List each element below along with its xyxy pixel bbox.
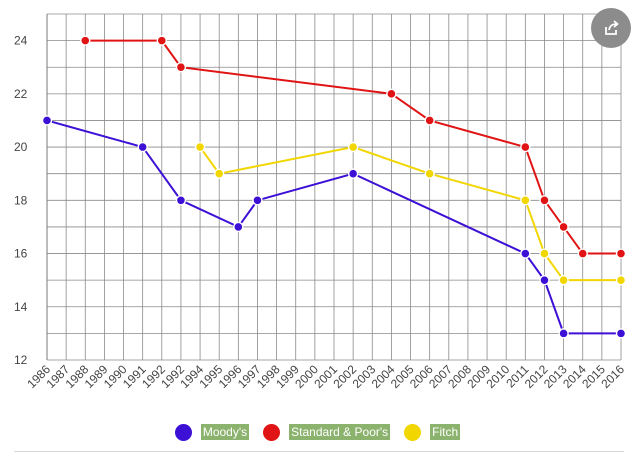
data-point-moodys bbox=[615, 328, 627, 339]
y-tick-label: 24 bbox=[14, 34, 28, 48]
legend-label-moodys: Moody's bbox=[200, 424, 250, 440]
data-point-sp bbox=[520, 141, 531, 153]
y-axis-ticks: 12 14 16 18 20 22 24 bbox=[14, 34, 28, 367]
data-point-sp bbox=[386, 88, 397, 100]
data-point-moodys bbox=[558, 328, 569, 339]
share-icon bbox=[605, 20, 619, 35]
series-line-sp bbox=[85, 39, 621, 255]
data-point-fitch bbox=[213, 168, 225, 179]
legend-item-moodys[interactable]: Moody's bbox=[174, 423, 250, 441]
y-tick-label: 22 bbox=[14, 87, 28, 101]
data-point-sp bbox=[424, 115, 435, 126]
bottom-divider bbox=[14, 451, 624, 452]
data-point-sp bbox=[577, 248, 588, 259]
data-point-sp bbox=[175, 62, 187, 73]
legend-swatch-sp bbox=[263, 423, 281, 441]
data-point-sp bbox=[615, 248, 627, 259]
data-point-moodys bbox=[175, 195, 187, 206]
data-point-fitch bbox=[558, 274, 569, 286]
data-point-sp bbox=[539, 195, 550, 206]
data-point-moodys bbox=[252, 195, 263, 206]
data-point-moodys bbox=[233, 221, 244, 233]
chart-grid bbox=[46, 13, 622, 361]
data-point-moodys bbox=[137, 141, 148, 153]
data-point-fitch bbox=[424, 168, 435, 179]
y-tick-label: 20 bbox=[14, 140, 28, 154]
series-line-moodys bbox=[46, 119, 621, 335]
data-point-fitch bbox=[520, 195, 531, 206]
y-tick-label: 12 bbox=[14, 353, 28, 367]
y-tick-label: 16 bbox=[14, 247, 28, 261]
data-point-fitch bbox=[347, 141, 359, 153]
data-point-moodys bbox=[41, 115, 53, 126]
y-tick-label: 14 bbox=[14, 300, 28, 314]
x-axis-ticks: 1986198719881989199019911992199219941995… bbox=[24, 362, 627, 391]
chart-series bbox=[41, 35, 627, 339]
data-point-moodys bbox=[347, 168, 359, 179]
legend-item-sp[interactable]: Standard & Poor's bbox=[263, 423, 391, 441]
series-line-fitch bbox=[199, 146, 621, 282]
legend-swatch-moodys bbox=[174, 423, 192, 441]
chart-legend: Moody's Standard & Poor's Fitch bbox=[0, 420, 635, 444]
data-point-fitch bbox=[194, 141, 206, 153]
legend-label-sp: Standard & Poor's bbox=[289, 424, 391, 440]
legend-swatch-fitch bbox=[404, 423, 422, 441]
line-chart: 12 14 16 18 20 22 24 1986198719881989199019911… bbox=[14, 13, 627, 391]
x-tick-label: 2016 bbox=[598, 362, 627, 391]
data-point-sp bbox=[558, 221, 569, 233]
share-button[interactable] bbox=[591, 8, 631, 48]
data-point-fitch bbox=[539, 248, 550, 259]
y-tick-label: 18 bbox=[14, 193, 28, 207]
legend-label-fitch: Fitch bbox=[430, 424, 461, 440]
legend-item-fitch[interactable]: Fitch bbox=[404, 423, 461, 441]
data-point-fitch bbox=[615, 274, 627, 286]
data-point-sp bbox=[156, 35, 168, 46]
data-point-sp bbox=[80, 35, 91, 46]
data-point-moodys bbox=[520, 248, 531, 259]
data-point-moodys bbox=[539, 274, 550, 286]
